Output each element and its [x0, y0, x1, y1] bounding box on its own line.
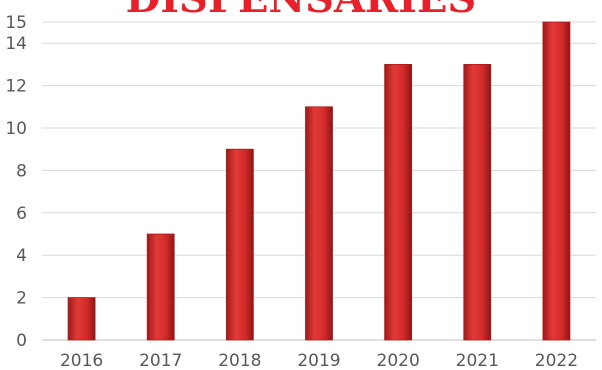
bar-2017: [146, 233, 175, 341]
bar-2018: [225, 148, 254, 341]
bar-2016: [67, 297, 96, 341]
bar-2021: [463, 64, 492, 341]
bar-2022: [542, 21, 571, 341]
y-tick-label: 6: [16, 204, 27, 224]
x-tick-label: 2017: [139, 351, 182, 370]
x-tick-label: 2021: [456, 351, 499, 370]
bar-2019: [305, 106, 333, 341]
x-tick-label: 2020: [377, 351, 420, 370]
y-tick-label: 10: [5, 119, 27, 139]
y-tick-label: 0: [16, 331, 27, 351]
y-tick-label: 8: [16, 161, 27, 181]
x-tick-label: 2018: [218, 351, 261, 370]
bars: [67, 21, 571, 341]
y-tick-label: 2: [16, 289, 27, 309]
bar-2020: [384, 64, 413, 341]
x-tick-label: 2022: [535, 351, 578, 370]
y-tick-label: 15: [5, 13, 27, 33]
x-tick-label: 2016: [60, 351, 103, 370]
y-tick-label: 4: [16, 246, 27, 266]
y-tick-label: 14: [5, 34, 27, 54]
x-tick-label: 2019: [297, 351, 340, 370]
x-axis-ticks: 2016 2017 2018 2019 2020 2021 2022: [60, 351, 578, 370]
y-tick-label: 12: [5, 77, 27, 97]
chart-title: DISPENSARIES: [126, 0, 477, 22]
